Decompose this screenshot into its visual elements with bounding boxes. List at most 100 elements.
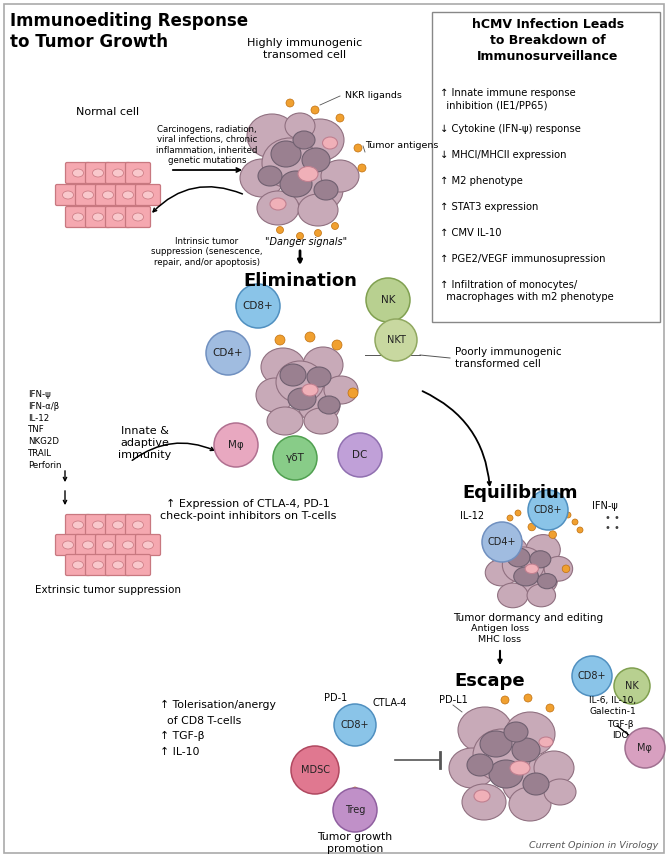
Text: ↑ Innate immune response
  inhibition (IE1/PP65): ↑ Innate immune response inhibition (IE1… [440, 88, 576, 110]
Ellipse shape [112, 213, 124, 221]
Text: IFN-ψ
IFN-α/β
IL-12
TNF
NKG2D
TRAIL
Perforin: IFN-ψ IFN-α/β IL-12 TNF NKG2D TRAIL Perf… [28, 390, 61, 470]
Circle shape [291, 746, 339, 794]
Text: ↑ CMV IL-10: ↑ CMV IL-10 [440, 228, 502, 238]
Ellipse shape [298, 166, 318, 182]
FancyBboxPatch shape [106, 207, 130, 227]
Circle shape [315, 230, 321, 237]
FancyBboxPatch shape [126, 514, 150, 536]
Text: CD8+: CD8+ [578, 671, 607, 681]
Text: ↑ Expression of CTLA-4, PD-1
check-point inhibitors on T-cells: ↑ Expression of CTLA-4, PD-1 check-point… [160, 499, 336, 521]
Text: NK: NK [381, 295, 395, 305]
Text: CD8+: CD8+ [341, 720, 369, 730]
Text: ↓ MHCI/MHCII expression: ↓ MHCI/MHCII expression [440, 150, 566, 160]
Circle shape [206, 331, 250, 375]
Ellipse shape [505, 712, 555, 756]
Circle shape [336, 114, 344, 122]
Text: "Danger signals": "Danger signals" [265, 237, 347, 247]
Text: • •: • • [605, 513, 620, 523]
Ellipse shape [112, 521, 124, 529]
Circle shape [332, 340, 342, 350]
Ellipse shape [276, 361, 324, 403]
FancyBboxPatch shape [136, 184, 160, 206]
Text: Treg: Treg [345, 805, 365, 815]
Ellipse shape [480, 731, 512, 757]
Ellipse shape [63, 191, 73, 199]
Circle shape [311, 106, 319, 114]
Ellipse shape [112, 561, 124, 569]
Ellipse shape [63, 541, 73, 549]
Circle shape [352, 787, 358, 793]
Ellipse shape [298, 194, 338, 226]
Ellipse shape [92, 521, 104, 529]
Text: CD8+: CD8+ [534, 505, 562, 515]
Circle shape [507, 515, 513, 521]
Ellipse shape [458, 707, 512, 753]
Text: Elimination: Elimination [243, 272, 357, 290]
Ellipse shape [489, 760, 523, 788]
Circle shape [305, 332, 315, 342]
Ellipse shape [485, 560, 518, 586]
Circle shape [338, 433, 382, 477]
Text: NKT: NKT [387, 335, 405, 345]
Ellipse shape [132, 561, 144, 569]
FancyBboxPatch shape [86, 514, 110, 536]
Ellipse shape [502, 547, 544, 583]
FancyBboxPatch shape [75, 184, 100, 206]
Circle shape [524, 694, 532, 702]
FancyBboxPatch shape [126, 163, 150, 183]
Text: ↑ PGE2/VEGF immunosupression: ↑ PGE2/VEGF immunosupression [440, 254, 605, 264]
FancyBboxPatch shape [106, 514, 130, 536]
Ellipse shape [504, 722, 528, 742]
Ellipse shape [296, 119, 344, 161]
Circle shape [366, 278, 410, 322]
Ellipse shape [270, 198, 286, 210]
Ellipse shape [92, 169, 104, 177]
FancyBboxPatch shape [65, 554, 90, 576]
Ellipse shape [324, 376, 358, 404]
Ellipse shape [132, 169, 144, 177]
Text: Equilibrium: Equilibrium [462, 484, 578, 502]
FancyBboxPatch shape [86, 163, 110, 183]
Text: Normal cell: Normal cell [76, 107, 140, 117]
Circle shape [275, 335, 285, 345]
Circle shape [334, 704, 376, 746]
Circle shape [375, 319, 417, 361]
Ellipse shape [303, 347, 343, 383]
Ellipse shape [256, 378, 294, 412]
FancyBboxPatch shape [86, 554, 110, 576]
Text: Highly immunogenic
transomed cell: Highly immunogenic transomed cell [247, 38, 363, 60]
Circle shape [572, 656, 612, 696]
Ellipse shape [302, 384, 318, 396]
Ellipse shape [523, 773, 549, 795]
Ellipse shape [288, 388, 316, 410]
Circle shape [528, 490, 568, 530]
Ellipse shape [462, 784, 506, 820]
Circle shape [286, 99, 294, 107]
Ellipse shape [526, 535, 560, 565]
Ellipse shape [73, 521, 84, 529]
Ellipse shape [314, 180, 338, 200]
Text: CTLA-4: CTLA-4 [373, 698, 407, 708]
FancyBboxPatch shape [96, 184, 120, 206]
Ellipse shape [267, 407, 303, 435]
Ellipse shape [92, 213, 104, 221]
Text: Tumor antigens: Tumor antigens [365, 141, 438, 149]
Ellipse shape [257, 191, 299, 225]
Text: Carcinogens, radiation,
viral infections, chronic
inflammation, inherited
geneti: Carcinogens, radiation, viral infections… [156, 125, 258, 165]
Text: Mφ: Mφ [637, 743, 653, 753]
Text: PD-1: PD-1 [325, 693, 347, 703]
Text: ↓ Cytokine (IFN-ψ) response: ↓ Cytokine (IFN-ψ) response [440, 124, 581, 134]
Text: ↑ M2 phenotype: ↑ M2 phenotype [440, 176, 523, 186]
Text: Escape: Escape [455, 672, 525, 690]
Ellipse shape [510, 761, 530, 775]
Ellipse shape [490, 536, 528, 568]
Text: Current Opinion in Virology: Current Opinion in Virology [529, 841, 658, 850]
Ellipse shape [530, 551, 551, 568]
FancyBboxPatch shape [65, 163, 90, 183]
Ellipse shape [527, 584, 556, 607]
FancyBboxPatch shape [55, 184, 81, 206]
Text: Extrinsic tumor suppression: Extrinsic tumor suppression [35, 585, 181, 595]
Circle shape [549, 530, 556, 538]
FancyBboxPatch shape [106, 554, 130, 576]
FancyBboxPatch shape [55, 535, 81, 555]
